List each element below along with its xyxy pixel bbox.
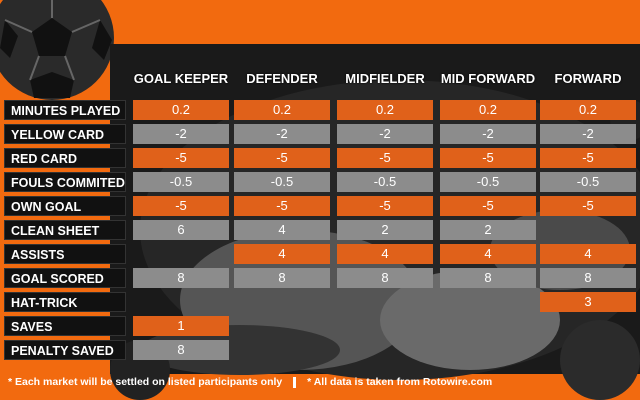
table-cell: 8 xyxy=(337,268,433,288)
table-cell: -0.5 xyxy=(337,172,433,192)
row-label: SAVES xyxy=(4,316,126,336)
table-cell: 0.2 xyxy=(133,100,229,120)
footer-note-1: * Each market will be settled on listed … xyxy=(8,376,283,388)
table-cell: 2 xyxy=(337,220,433,240)
table-cell: -5 xyxy=(440,148,536,168)
table-cell: -5 xyxy=(337,148,433,168)
row-label: OWN GOAL xyxy=(4,196,126,216)
table-cell: -5 xyxy=(133,196,229,216)
table-cell: 8 xyxy=(540,268,636,288)
table-cell: 4 xyxy=(440,244,536,264)
table-cell: -5 xyxy=(133,148,229,168)
table-cell: -2 xyxy=(234,124,330,144)
table-cell: -5 xyxy=(337,196,433,216)
table-cell: -0.5 xyxy=(540,172,636,192)
footer-notes: * Each market will be settled on listed … xyxy=(8,374,608,390)
table-cell: 4 xyxy=(337,244,433,264)
table-cell: -0.5 xyxy=(133,172,229,192)
row-label: HAT-TRICK xyxy=(4,292,126,312)
column-header: FORWARD xyxy=(554,71,622,86)
row-label: RED CARD xyxy=(4,148,126,168)
soccer-ball-icon xyxy=(0,0,114,100)
table-cell: 8 xyxy=(133,340,229,360)
scoring-table: GOAL KEEPER DEFENDER MIDFIELDER MID FORWARD… xyxy=(4,64,636,364)
table-cell: -2 xyxy=(133,124,229,144)
table-cell: -0.5 xyxy=(440,172,536,192)
table-cell: 4 xyxy=(540,244,636,264)
table-cell: -5 xyxy=(234,196,330,216)
footer-separator xyxy=(293,376,297,388)
column-header: MIDFIELDER xyxy=(345,71,425,86)
table-cell: 0.2 xyxy=(337,100,433,120)
column-header: GOAL KEEPER xyxy=(133,71,229,86)
table-cell: 0.2 xyxy=(234,100,330,120)
table-cell: -0.5 xyxy=(234,172,330,192)
table-cell: 8 xyxy=(234,268,330,288)
row-label: ASSISTS xyxy=(4,244,126,264)
row-label: MINUTES PLAYED xyxy=(4,100,126,120)
column-header: MID FORWARD xyxy=(440,71,536,86)
footer-note-2: * All data is taken from Rotowire.com xyxy=(307,376,493,388)
table-cell: -2 xyxy=(440,124,536,144)
table-cell: -2 xyxy=(540,124,636,144)
table-cell: 4 xyxy=(234,220,330,240)
table-cell: -5 xyxy=(234,148,330,168)
table-cell: 0.2 xyxy=(440,100,536,120)
table-cell: 2 xyxy=(440,220,536,240)
table-cell: -2 xyxy=(337,124,433,144)
table-cell: -5 xyxy=(540,148,636,168)
table-cell: 0.2 xyxy=(540,100,636,120)
table-cell: -5 xyxy=(440,196,536,216)
table-cell: 8 xyxy=(133,268,229,288)
table-cell: 8 xyxy=(440,268,536,288)
row-label: YELLOW CARD xyxy=(4,124,126,144)
row-label: CLEAN SHEET xyxy=(4,220,126,240)
row-label: GOAL SCORED xyxy=(4,268,126,288)
column-header: DEFENDER xyxy=(246,71,318,86)
table-cell: 3 xyxy=(540,292,636,312)
table-cell: -5 xyxy=(540,196,636,216)
table-cell: 6 xyxy=(133,220,229,240)
table-cell: 4 xyxy=(234,244,330,264)
table-cell: 1 xyxy=(133,316,229,336)
row-label: PENALTY SAVED xyxy=(4,340,126,360)
row-label: FOULS COMMITED xyxy=(4,172,126,192)
